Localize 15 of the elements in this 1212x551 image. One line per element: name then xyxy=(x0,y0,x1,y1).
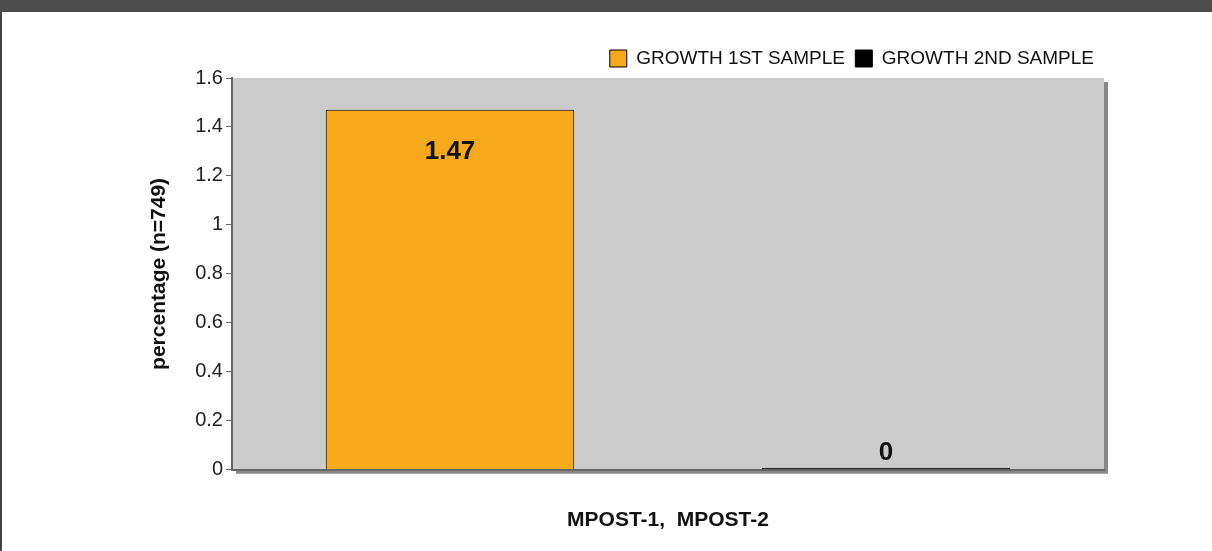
y-tick-label: 1 xyxy=(211,212,223,235)
y-tick-label: 0.2 xyxy=(195,408,223,431)
legend-label: GROWTH 2ND SAMPLE xyxy=(881,46,1095,68)
data-label: 1.47 xyxy=(424,135,476,166)
data-label: 0 xyxy=(878,436,894,467)
y-tick-label: 0.8 xyxy=(195,261,223,284)
y-axis-title: percentage (n=749) xyxy=(146,177,170,370)
y-tick-label: 0.6 xyxy=(195,310,223,333)
legend-label: GROWTH 1ST SAMPLE xyxy=(636,46,845,68)
y-tick-label: 1.6 xyxy=(195,65,223,88)
x-axis-title: MPOST-1, MPOST-2 xyxy=(567,507,769,531)
y-tick-label: 0 xyxy=(211,457,223,480)
y-tick-label: 0.4 xyxy=(195,359,223,382)
y-tick-label: 1.4 xyxy=(195,114,223,137)
y-tick-label: 1.2 xyxy=(195,163,223,186)
